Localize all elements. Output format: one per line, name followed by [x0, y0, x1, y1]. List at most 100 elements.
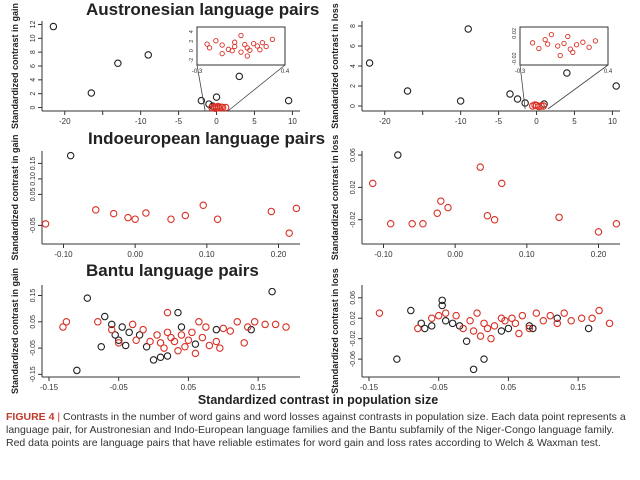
y-tick-label: -0.06 — [350, 351, 357, 367]
data-point-red — [167, 333, 175, 342]
data-point-black — [421, 324, 429, 333]
data-point-red — [508, 314, 516, 322]
data-point-red — [459, 324, 467, 333]
data-point-black — [365, 59, 374, 67]
inset-data-point — [586, 44, 592, 50]
data-point-red — [62, 318, 71, 326]
data-point-black — [97, 343, 106, 351]
x-tick-label: -20 — [59, 117, 71, 126]
data-point-black — [513, 95, 522, 103]
x-tick-label: 0.05 — [181, 383, 197, 392]
y-tick-label: 0.02 — [350, 311, 357, 325]
panel-indo-loss: -0.10 0.00 0.10 0.20 -0.02 0.02 0.06 Standardiz… — [330, 135, 621, 260]
inset-data-point — [570, 49, 576, 55]
data-point-black — [212, 325, 221, 334]
data-point-red — [560, 309, 568, 317]
data-point-red — [160, 344, 168, 352]
data-point-red — [188, 328, 196, 337]
x-tick-label: -0.05 — [430, 383, 449, 392]
data-point-red — [487, 334, 495, 343]
data-point-red — [142, 209, 150, 217]
data-point-black — [497, 327, 506, 335]
data-point-black — [49, 22, 58, 31]
x-tick-label: -0.15 — [360, 383, 379, 392]
inset-data-point — [244, 53, 250, 59]
data-point-red — [292, 204, 301, 213]
data-point-black — [114, 59, 122, 67]
data-point-red — [515, 329, 523, 338]
data-point-red — [501, 317, 509, 325]
inset-connector — [519, 64, 526, 110]
inset-data-point — [238, 32, 244, 39]
inset-data-point — [238, 49, 244, 55]
y-tick-label: 12 — [30, 20, 37, 28]
inset-data-point — [247, 47, 253, 53]
data-point-black — [394, 151, 402, 159]
inset-y-tick-label: -2 — [189, 58, 195, 63]
data-point-red — [233, 318, 241, 326]
inset-y-tick-label: 4 — [189, 30, 195, 33]
x-tick-label: -0.05 — [110, 383, 129, 392]
data-point-red — [539, 317, 548, 325]
y-tick-label: 0.15 — [30, 156, 37, 170]
inset-x-tick-label: -0.3 — [192, 69, 203, 75]
caption-label: FIGURE 4 — [6, 411, 55, 423]
data-point-black — [114, 336, 123, 344]
data-point-red — [553, 319, 561, 328]
inset-data-point — [229, 48, 235, 54]
panel-bantu-gain: -0.15 -0.05 0.05 0.15 -0.15 -0.05 0.05 0.15 Stan… — [10, 268, 300, 394]
data-point-red — [497, 179, 506, 188]
data-point-red — [595, 306, 603, 315]
inset-connector — [196, 64, 206, 112]
data-point-red — [427, 314, 436, 322]
figure-canvas: Austronesian language pairs Indoeuropean… — [10, 0, 621, 407]
data-point-red — [184, 336, 193, 344]
inset-data-point — [232, 39, 238, 45]
data-point-red — [174, 346, 182, 355]
x-tick-label: 0.10 — [519, 250, 535, 259]
y-tick-label: 2 — [350, 84, 357, 88]
data-point-red — [198, 333, 207, 342]
inset-data-point — [206, 45, 213, 51]
data-point-red — [213, 215, 222, 223]
inset-data-point — [219, 50, 225, 57]
data-point-black — [563, 69, 571, 77]
data-point-black — [521, 99, 529, 107]
inset-data-point — [548, 31, 555, 38]
data-point-black — [469, 365, 478, 374]
inset-x-tick-label: -0.3 — [515, 69, 526, 75]
data-point-red — [199, 201, 208, 210]
y-axis-label: Standardized contrast in gain — [10, 268, 20, 394]
y-tick-label: 0.06 — [350, 291, 357, 305]
inset-x-tick-label: 0.4 — [604, 69, 613, 75]
data-point-red — [181, 211, 190, 220]
data-point-red — [525, 324, 534, 333]
data-point-black — [144, 51, 152, 59]
y-tick-label: 0.15 — [30, 289, 37, 303]
data-point-red — [261, 320, 269, 329]
data-point-black — [462, 337, 471, 345]
data-point-black — [174, 308, 182, 317]
x-tick-label: 0.15 — [570, 383, 586, 392]
y-tick-label: 0.05 — [30, 187, 37, 201]
data-point-black — [125, 328, 133, 337]
y-tick-label: -0.05 — [30, 340, 37, 356]
data-point-red — [452, 311, 460, 320]
inset-data-point — [269, 36, 276, 42]
data-point-red — [285, 229, 293, 237]
data-point-black — [612, 82, 620, 90]
x-tick-label: 10 — [288, 117, 297, 126]
data-point-black — [438, 296, 446, 305]
x-tick-label: -20 — [379, 117, 391, 126]
panel-indo-gain: -0.10 0.00 0.10 0.20-0.050.050.100.15Standa… — [10, 134, 301, 261]
data-point-red — [92, 206, 100, 214]
data-point-black — [163, 352, 172, 360]
y-tick-label: 0.06 — [350, 148, 357, 162]
row-title-austronesian: Austronesian language pairs — [86, 0, 319, 19]
x-tick-label: -10 — [135, 117, 147, 126]
data-point-red — [414, 324, 422, 333]
panel-bantu-loss: -0.15 -0.05 0.05 0.15 -0.06 -0.02 0.02 0.06 Stan… — [330, 268, 620, 394]
data-point-red — [191, 349, 200, 358]
data-point-black — [135, 331, 144, 339]
x-tick-label: 0.00 — [447, 250, 463, 259]
